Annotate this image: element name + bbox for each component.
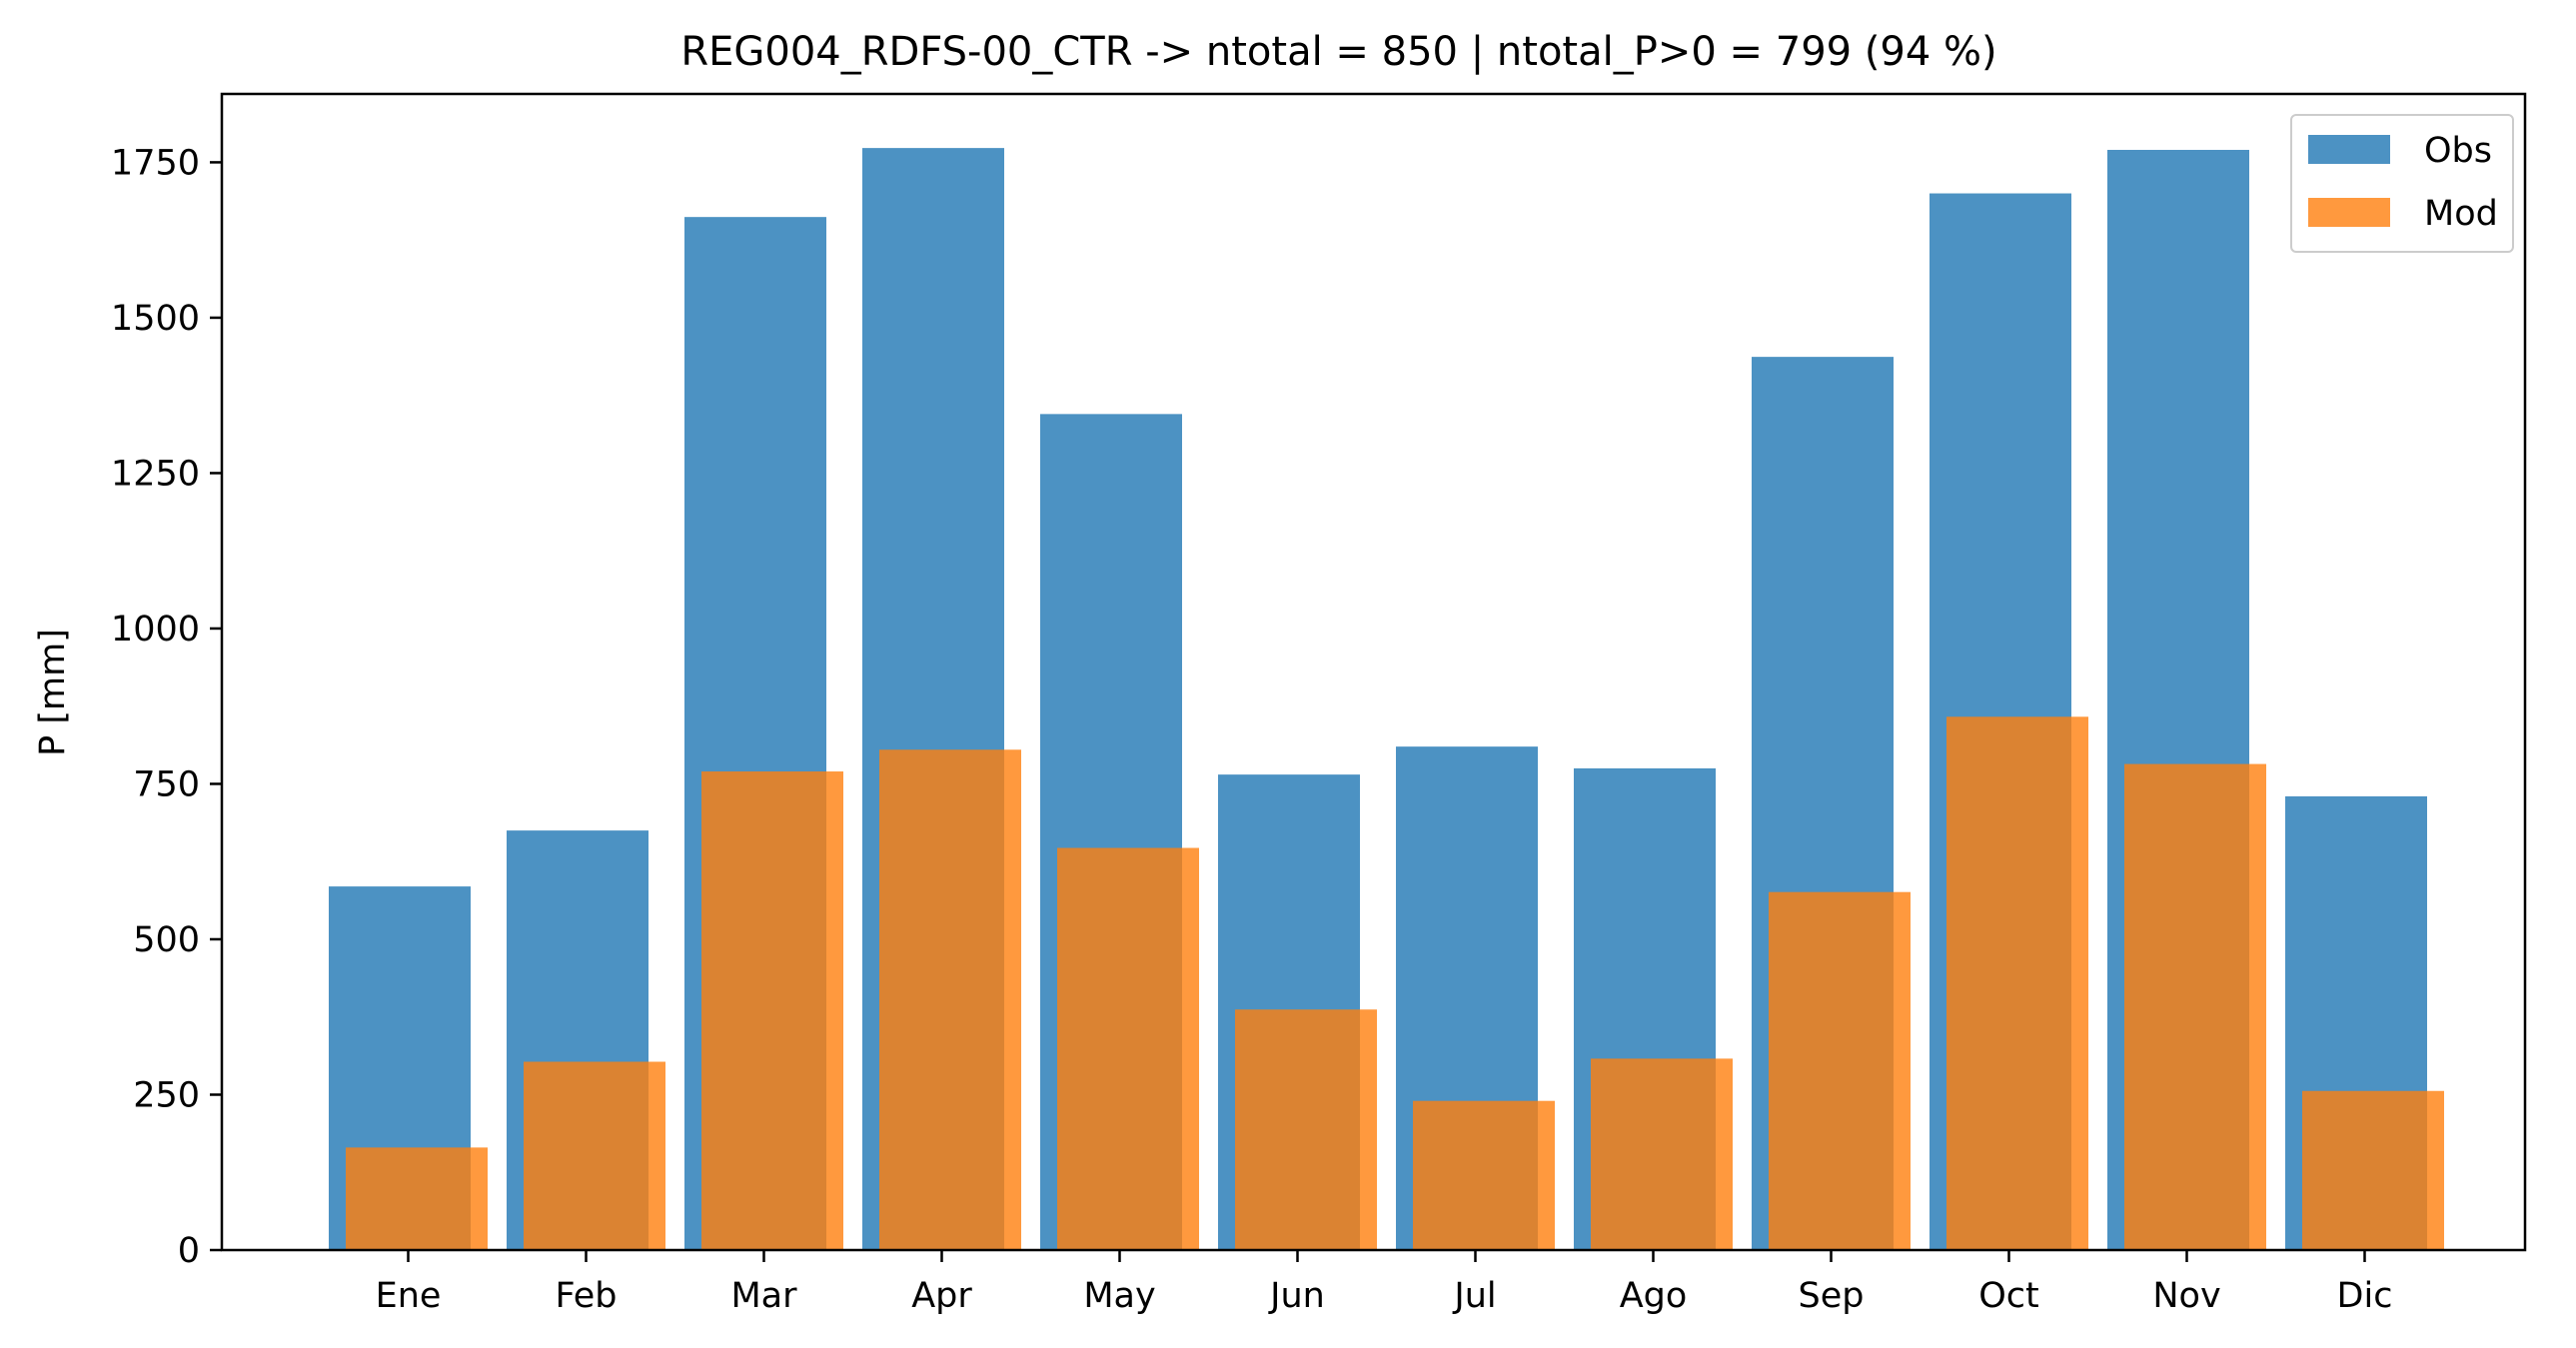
bar-mod-feb bbox=[524, 1061, 665, 1250]
x-axis-ticks: Ene Feb Mar Apr May Jun Jul Ago Sep Oct Nov Dic bbox=[376, 1250, 2393, 1316]
legend-swatch-mod bbox=[2308, 198, 2390, 227]
x-tick-label: May bbox=[1083, 1276, 1155, 1316]
y-tick-label: 1250 bbox=[111, 454, 200, 494]
x-tick-label: Jul bbox=[1452, 1276, 1496, 1316]
bar-mod-nov bbox=[2124, 763, 2266, 1250]
x-tick-label: Mar bbox=[730, 1276, 797, 1316]
bar-mod-apr bbox=[879, 749, 1021, 1250]
x-tick-label: Sep bbox=[1799, 1276, 1865, 1316]
mod-bars bbox=[346, 716, 2444, 1250]
y-axis-ticks: 0 250 500 750 1000 1250 1500 1750 bbox=[111, 143, 222, 1271]
plot-frame bbox=[220, 92, 2527, 1252]
bar-mod-sep bbox=[1769, 891, 1911, 1250]
y-tick-label: 250 bbox=[133, 1075, 200, 1115]
bar-mod-dic bbox=[2302, 1090, 2444, 1250]
bar-mod-may bbox=[1057, 847, 1199, 1250]
bar-mod-ago bbox=[1591, 1058, 1733, 1250]
y-tick-label: 1000 bbox=[111, 610, 200, 650]
bar-mod-ene bbox=[346, 1147, 488, 1250]
y-tick-label: 0 bbox=[178, 1231, 200, 1271]
x-tick-label: Nov bbox=[2152, 1276, 2220, 1316]
bar-mod-oct bbox=[1946, 716, 2088, 1250]
y-tick-label: 500 bbox=[133, 920, 200, 960]
x-tick-label: Apr bbox=[911, 1276, 972, 1316]
chart-title: REG004_RDFS-00_CTR -> ntotal = 850 | nto… bbox=[680, 29, 1996, 75]
y-tick-label: 1750 bbox=[111, 143, 200, 183]
bar-mod-mar bbox=[701, 771, 843, 1250]
x-tick-label: Ene bbox=[376, 1276, 442, 1316]
x-tick-label: Oct bbox=[1978, 1276, 2039, 1316]
y-tick-label: 1500 bbox=[111, 299, 200, 339]
y-tick-label: 750 bbox=[133, 764, 200, 804]
legend-label-obs: Obs bbox=[2424, 131, 2492, 171]
legend-label-mod: Mod bbox=[2424, 194, 2498, 234]
x-tick-label: Jun bbox=[1268, 1276, 1325, 1316]
x-tick-label: Feb bbox=[556, 1276, 618, 1316]
bar-mod-jun bbox=[1235, 1009, 1377, 1250]
x-tick-label: Dic bbox=[2337, 1276, 2393, 1316]
y-axis-label: P [mm] bbox=[33, 629, 73, 756]
x-tick-label: Ago bbox=[1620, 1276, 1688, 1316]
legend-swatch-obs bbox=[2308, 135, 2390, 164]
legend: Obs Mod bbox=[2290, 114, 2514, 253]
bar-mod-jul bbox=[1413, 1100, 1555, 1250]
